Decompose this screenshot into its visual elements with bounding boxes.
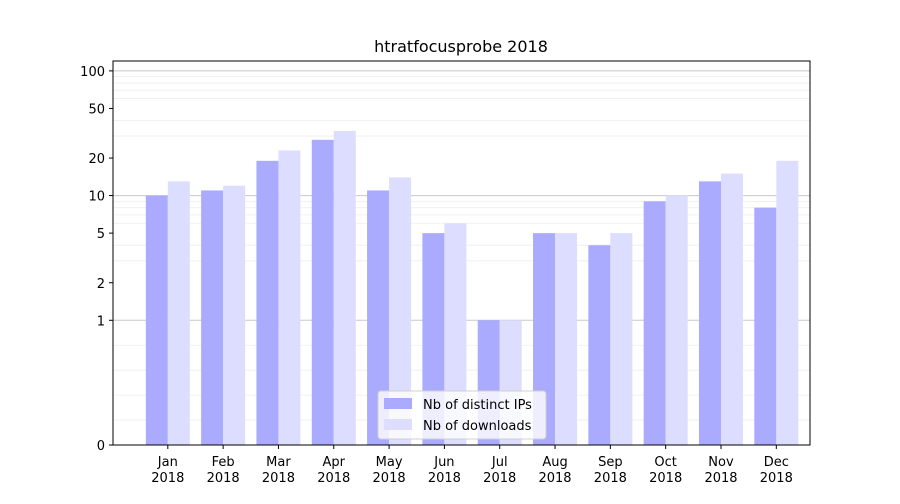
bar-downloads (665, 195, 688, 445)
bar-downloads (444, 223, 467, 445)
x-tick-label: Jan 2018 (151, 455, 184, 486)
legend-swatch (384, 398, 412, 409)
bar-downloads (555, 233, 578, 445)
legend-swatch (384, 419, 412, 430)
y-tick-label: 0 (97, 439, 105, 454)
bar-distinct-ips (367, 190, 390, 445)
legend-box (377, 390, 547, 440)
bar-downloads (720, 173, 743, 445)
bar-distinct-ips (145, 195, 168, 445)
y-tick-label: 10 (88, 190, 105, 205)
x-tick-label: Nov 2018 (704, 455, 737, 486)
x-tick-label: Jul 2018 (483, 455, 516, 486)
y-tick-label: 50 (88, 102, 105, 117)
bar-distinct-ips (311, 139, 334, 445)
axes: Jan 2018 Feb 2018 Mar 2018 Apr 2018 May 2018 Jun 20… (80, 60, 811, 486)
x-tick-label: Oct 2018 (649, 455, 682, 486)
bar-distinct-ips (754, 207, 777, 445)
bar-downloads (389, 177, 412, 445)
legend-label: Nb of downloads (423, 419, 532, 434)
bar-distinct-ips (201, 190, 224, 445)
bar-downloads (167, 181, 190, 445)
x-tick-label: Sep 2018 (594, 455, 627, 486)
y-tick-label: 5 (97, 227, 105, 242)
bar-downloads (610, 233, 633, 445)
bar-downloads (278, 150, 301, 445)
y-tick-label: 2 (97, 277, 105, 292)
bar-downloads (223, 185, 246, 445)
chart-title: htratfocusprobe 2018 (374, 37, 548, 56)
y-tick-label: 20 (88, 152, 105, 167)
bar-downloads (333, 130, 356, 445)
legend: Nb of distinct IPs Nb of downloads (377, 390, 547, 440)
y-tick-label: 100 (80, 65, 105, 80)
bar-distinct-ips (588, 245, 611, 445)
x-tick-label: Aug 2018 (538, 455, 571, 486)
bars (145, 130, 799, 445)
x-tick-label: May 2018 (373, 455, 406, 486)
x-tick-label: Mar 2018 (262, 455, 295, 486)
y-tick-label: 1 (97, 314, 105, 329)
bar-distinct-ips (643, 201, 666, 445)
x-tick-label: Dec 2018 (760, 455, 793, 486)
bar-downloads (776, 160, 799, 445)
legend-label: Nb of distinct IPs (423, 398, 532, 413)
x-tick-label: Apr 2018 (317, 455, 350, 486)
plot-frame (112, 60, 811, 446)
x-tick-label: Jun 2018 (428, 455, 461, 486)
x-tick-label: Feb 2018 (207, 455, 240, 486)
bar-distinct-ips (256, 160, 279, 445)
bar-distinct-ips (698, 181, 721, 445)
